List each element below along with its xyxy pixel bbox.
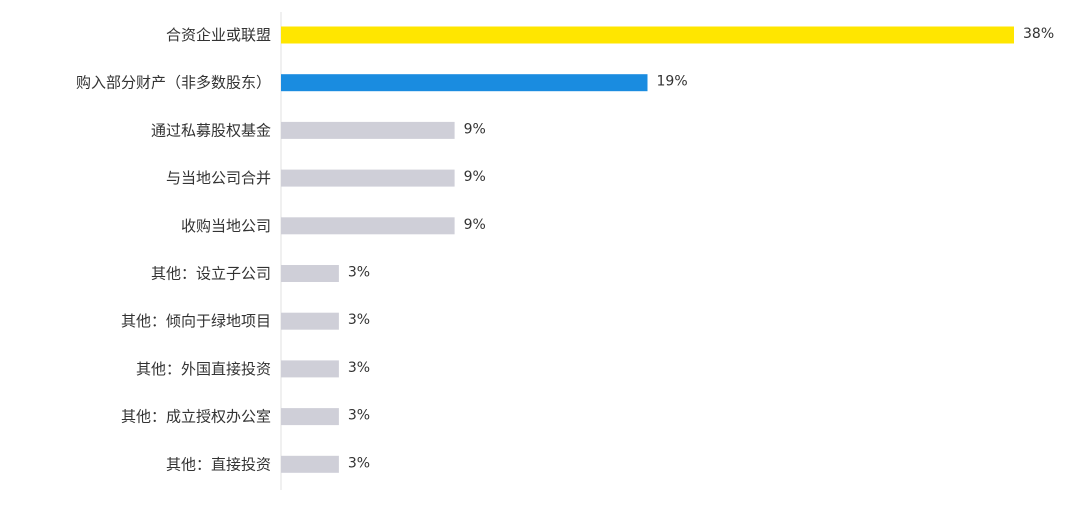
value-label-3: 9% [464, 121, 486, 137]
bar-8 [281, 360, 339, 378]
category-label-10: 其他：直接投资 [166, 455, 271, 473]
value-label-2: 19% [657, 74, 688, 90]
value-label-10: 3% [348, 455, 370, 471]
value-label-5: 9% [464, 217, 486, 233]
category-label-4: 与当地公司合并 [166, 169, 271, 187]
bar-3 [281, 121, 455, 139]
bar-2 [281, 74, 648, 92]
bars-group [281, 26, 1014, 473]
category-label-5: 收购当地公司 [181, 217, 271, 235]
category-label-3: 通过私募股权基金 [151, 121, 271, 139]
bar-1 [281, 26, 1014, 44]
category-label-7: 其他：倾向于绿地项目 [121, 312, 271, 330]
bar-6 [281, 265, 339, 282]
category-label-1: 合资企业或联盟 [166, 26, 271, 44]
bar-10 [281, 455, 339, 473]
category-label-2: 购入部分财产（非多数股东） [76, 74, 271, 92]
value-label-9: 3% [348, 408, 370, 424]
category-label-9: 其他：成立授权办公室 [121, 408, 271, 426]
bar-4 [281, 169, 455, 187]
category-label-8: 其他：外国直接投资 [136, 360, 271, 378]
value-label-6: 3% [348, 265, 370, 281]
value-label-4: 9% [464, 169, 486, 185]
bar-5 [281, 217, 455, 235]
bar-9 [281, 408, 339, 426]
value-label-7: 3% [348, 312, 370, 328]
value-labels-group: 38% 19% 9% 9% 9% 3% 3% 3% 3% 3% [348, 26, 1054, 471]
value-label-8: 3% [348, 360, 370, 376]
category-label-6: 其他：设立子公司 [151, 265, 271, 283]
bar-7 [281, 312, 339, 330]
value-label-1: 38% [1023, 26, 1054, 42]
